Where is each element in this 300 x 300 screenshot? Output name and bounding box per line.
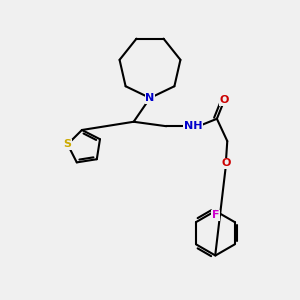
Text: N: N <box>146 93 154 103</box>
Text: F: F <box>212 210 219 220</box>
Text: NH: NH <box>184 121 202 131</box>
Text: O: O <box>221 158 230 168</box>
Text: O: O <box>220 95 229 105</box>
Text: S: S <box>64 139 72 149</box>
